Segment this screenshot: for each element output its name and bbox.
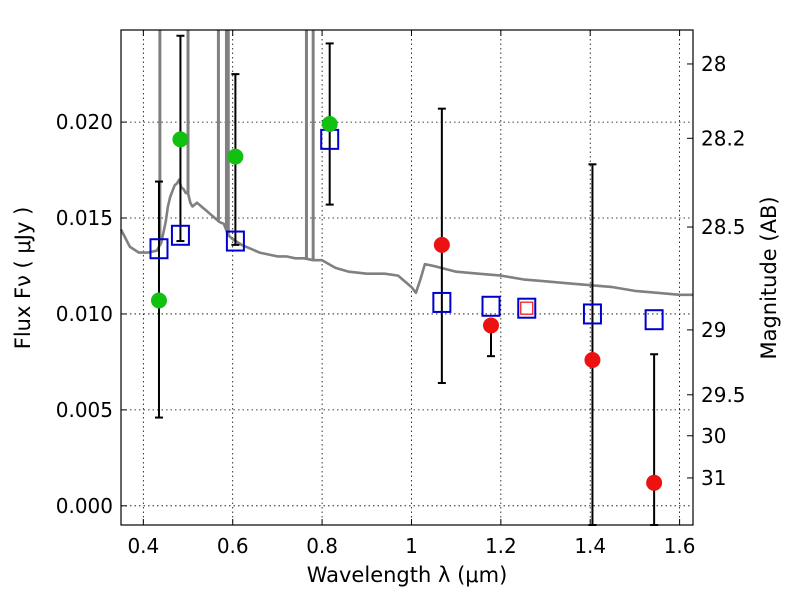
model-spectrum-line xyxy=(119,178,693,297)
x-tick-label: 0.6 xyxy=(217,534,249,558)
green-data-point xyxy=(227,148,244,165)
model-photometry-square xyxy=(644,309,664,331)
x-tick-label: 1 xyxy=(405,534,418,558)
green-data-point xyxy=(150,292,167,309)
x-tick-label: 1.6 xyxy=(664,534,696,558)
tick-layer: 0.4 0.6 0.8 1 1.2 1.4 1.6 0.000 0.005 0.010 0.015 0… xyxy=(56,30,746,558)
model-photometry-square xyxy=(170,224,190,246)
right-tick-label: 29 xyxy=(701,318,726,342)
red-data-point xyxy=(433,236,450,253)
model-photometry-square xyxy=(432,291,452,313)
model-photometry-square xyxy=(517,297,537,319)
x-tick-label: 1.2 xyxy=(485,534,517,558)
model-spectrum-layer xyxy=(119,30,693,297)
y-tick-label: 0.020 xyxy=(56,110,113,134)
x-tick-label: 0.4 xyxy=(127,534,159,558)
y-tick-label: 0.010 xyxy=(56,302,113,326)
y-tick-label: 0.015 xyxy=(56,206,113,230)
x-tick-label: 1.4 xyxy=(574,534,606,558)
y-axis-label: Flux Fν ( μJy ) xyxy=(11,207,35,350)
x-tick-label: 0.8 xyxy=(306,534,338,558)
right-tick-label: 28 xyxy=(701,52,726,76)
green-data-point xyxy=(172,131,189,148)
model-photometry-square xyxy=(225,230,245,252)
errorbar-layer xyxy=(154,34,659,526)
green-data-point xyxy=(321,116,338,133)
x-axis-label: Wavelength λ (μm) xyxy=(307,563,508,587)
red-data-point xyxy=(584,352,601,368)
y-tick-label: 0.000 xyxy=(56,494,113,518)
y-tick-label: 0.005 xyxy=(56,398,113,422)
small-red-square xyxy=(520,301,534,315)
model-photometry-square xyxy=(149,238,169,260)
model-photometry-square xyxy=(481,295,501,317)
right-tick-label: 28.5 xyxy=(701,215,746,239)
right-tick-label: 30 xyxy=(701,424,726,448)
right-tick-label: 31 xyxy=(701,466,726,490)
y-axis-right-label: Magnitude (AB) xyxy=(757,196,781,359)
marker-layer xyxy=(149,116,664,491)
right-tick-label: 28.2 xyxy=(701,126,746,150)
red-data-point xyxy=(483,317,500,334)
right-tick-label: 29.5 xyxy=(701,383,746,407)
grid xyxy=(121,30,693,525)
plot-frame xyxy=(120,29,694,526)
model-photometry-square xyxy=(582,303,602,325)
red-data-point xyxy=(646,474,663,491)
